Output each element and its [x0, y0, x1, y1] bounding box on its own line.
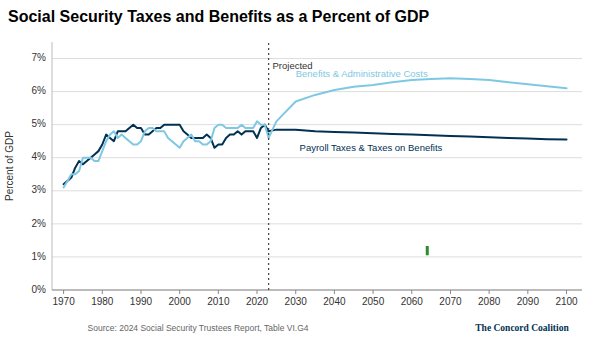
x-tick	[566, 290, 567, 294]
x-tick	[489, 290, 490, 294]
x-tick	[334, 290, 335, 294]
annotation: Payroll Taxes & Taxes on Benefits	[300, 142, 443, 153]
x-tick-label: 2070	[439, 296, 462, 307]
y-tick-label: 6%	[32, 85, 47, 96]
title: Social Security Taxes and Benefits as a …	[8, 8, 430, 25]
y-axis-line	[52, 42, 53, 290]
x-axis-line	[52, 290, 582, 291]
grid-line	[52, 290, 582, 291]
x-tick-label: 2100	[555, 296, 578, 307]
x-tick	[411, 290, 412, 294]
series-line	[64, 121, 269, 187]
y-tick-label: 2%	[32, 218, 47, 229]
y-tick-label: 7%	[32, 52, 47, 63]
x-tick-label: 2050	[362, 296, 385, 307]
source: Source: 2024 Social Security Trustees Re…	[88, 323, 309, 333]
y-axis-label: Percent of GDP	[4, 131, 15, 201]
x-tick-label: 1970	[52, 296, 75, 307]
x-tick-label: 2030	[285, 296, 308, 307]
x-tick-label: 2080	[478, 296, 501, 307]
x-tick	[102, 290, 103, 294]
grid-line	[52, 223, 582, 224]
x-tick-label: 2020	[246, 296, 269, 307]
projection-line	[268, 42, 269, 290]
x-tick-label: 2060	[401, 296, 424, 307]
x-tick	[257, 290, 258, 294]
x-tick-label: 2040	[323, 296, 346, 307]
x-tick	[140, 290, 141, 294]
y-tick-label: 0%	[32, 284, 47, 295]
grid	[52, 59, 582, 290]
grid-line	[52, 157, 582, 158]
y-tick-label: 1%	[32, 251, 47, 262]
y-tick-label: 3%	[32, 184, 47, 195]
annotation: Benefits & Administrative Costs	[296, 68, 428, 79]
x-tick-label: 1980	[91, 296, 114, 307]
x-tick	[295, 290, 296, 294]
series-line	[269, 78, 567, 138]
marker	[426, 246, 429, 255]
x-tick	[63, 290, 64, 294]
x-tick	[527, 290, 528, 294]
x-tick-label: 2000	[169, 296, 192, 307]
x-tick	[218, 290, 219, 294]
grid-line	[52, 91, 582, 92]
x-tick	[450, 290, 451, 294]
y-tick-label: 4%	[32, 151, 47, 162]
plot-area	[64, 42, 567, 290]
grid-line	[52, 190, 582, 191]
credit: The Concord Coalition	[475, 323, 569, 333]
series-line	[269, 130, 567, 140]
x-tick	[179, 290, 180, 294]
x-tick-label: 2010	[207, 296, 230, 307]
x-tick-label: 2090	[517, 296, 540, 307]
x-tick-label: 1990	[130, 296, 153, 307]
grid-line	[52, 58, 582, 59]
grid-line	[52, 256, 582, 257]
x-tick	[373, 290, 374, 294]
y-tick-label: 5%	[32, 118, 47, 129]
chart: Social Security Taxes and Benefits as a …	[0, 0, 600, 339]
